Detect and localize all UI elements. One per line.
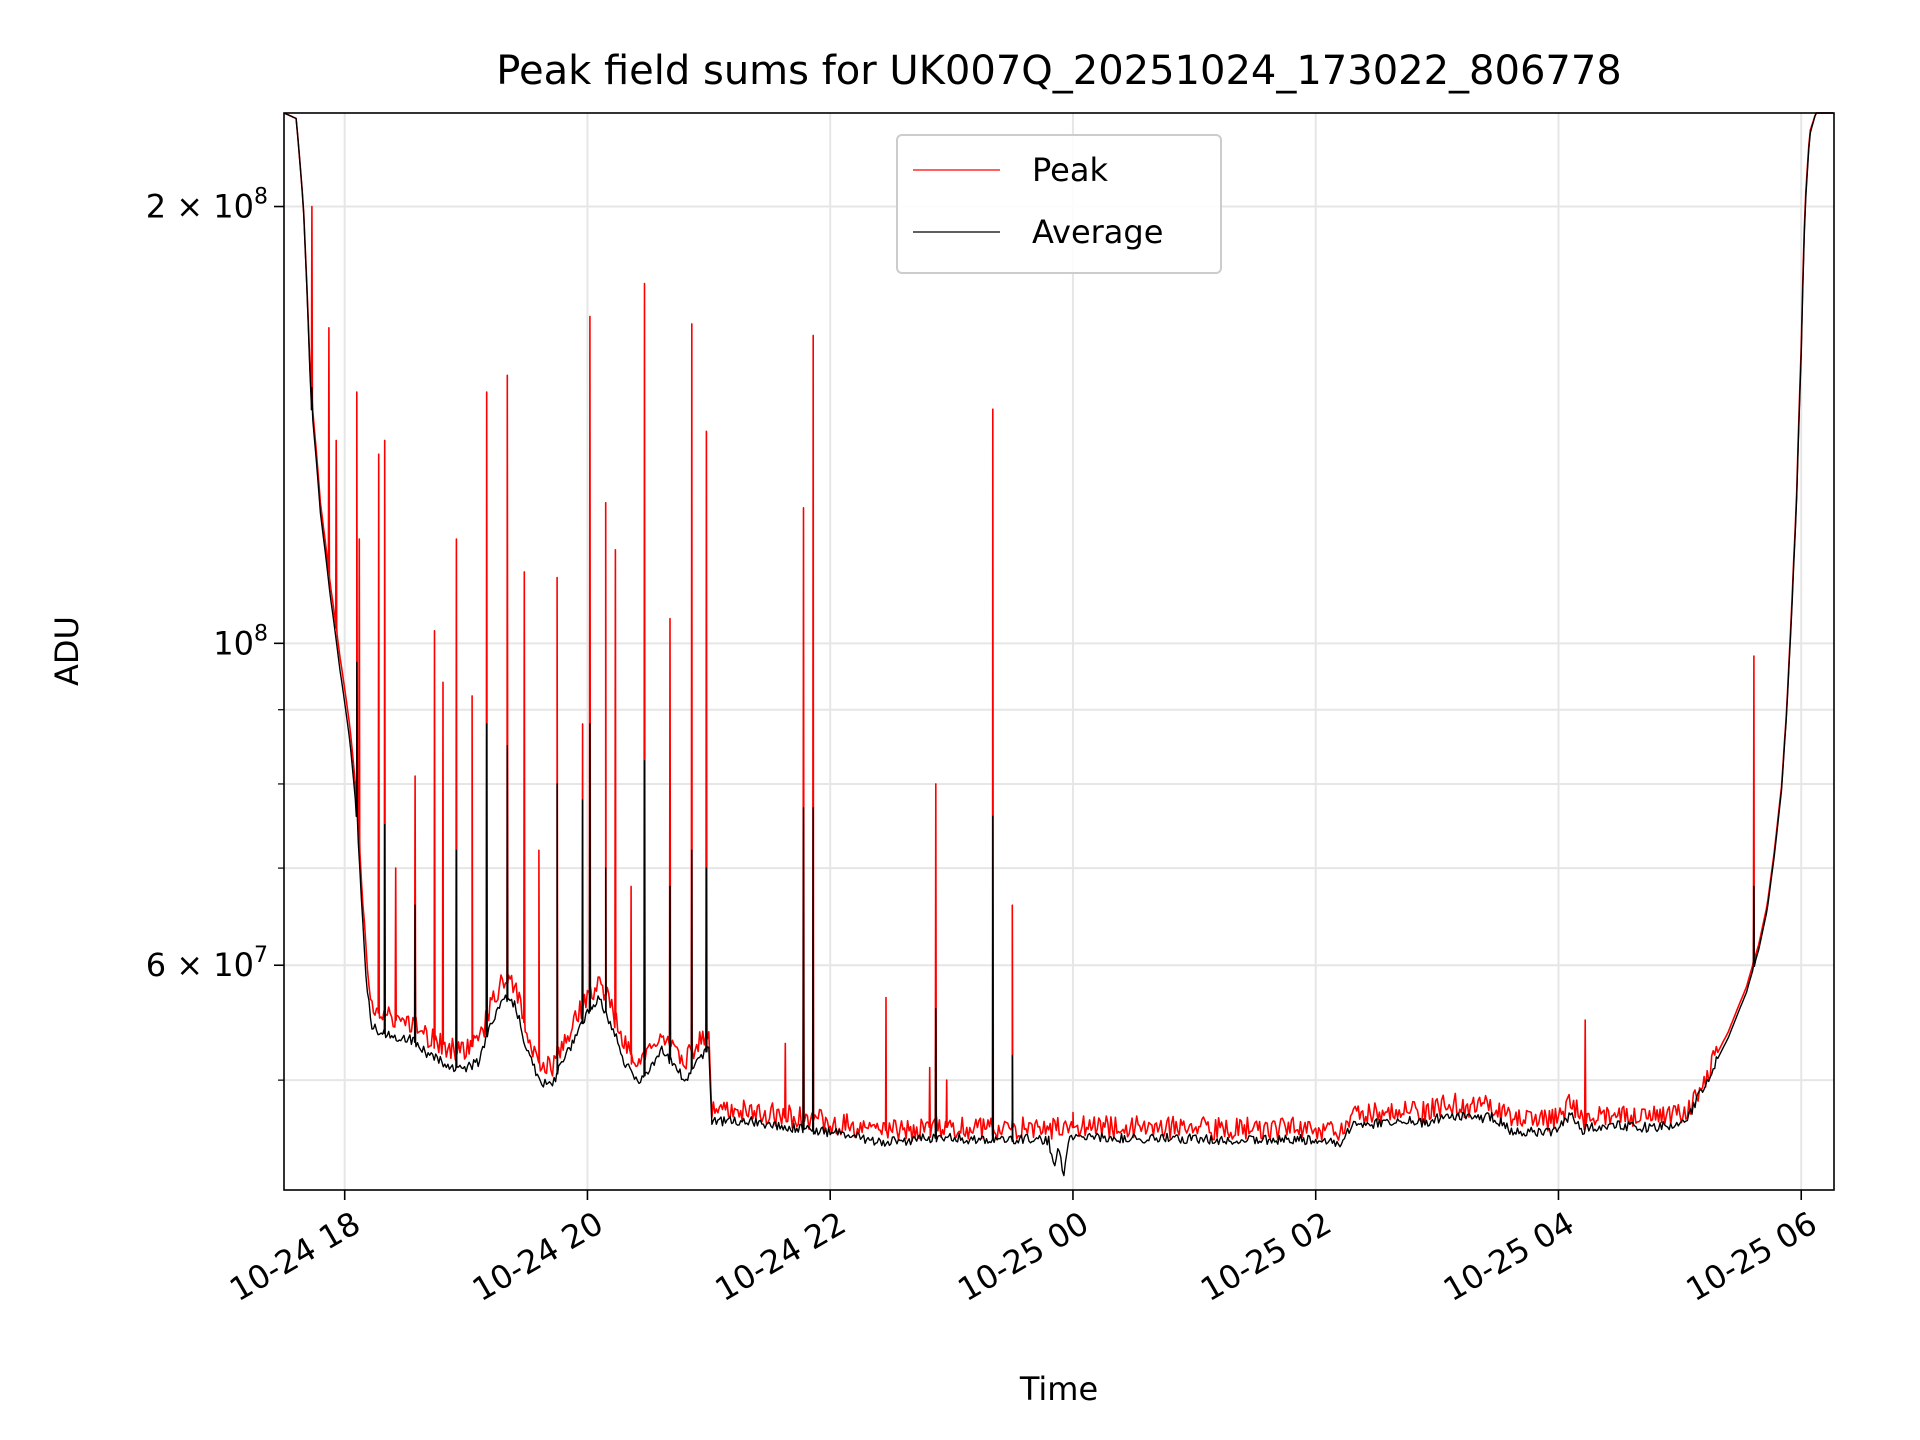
series-layer xyxy=(283,112,1834,1177)
y-axis-label: ADU xyxy=(48,616,86,686)
series-line-average xyxy=(283,112,1834,1177)
chart-title: Peak field sums for UK007Q_20251024_1730… xyxy=(496,48,1621,94)
y-tick-label-1: 108 xyxy=(213,621,268,662)
y-tick-label-2: 2 × 108 xyxy=(146,185,268,226)
legend-label-peak: Peak xyxy=(1032,151,1108,189)
legend-label-average: Average xyxy=(1032,213,1163,251)
y-tick-label-0: 6 × 107 xyxy=(146,943,268,984)
legend: Peak Average xyxy=(896,134,1222,274)
plot-frame xyxy=(283,112,1835,1191)
x-axis-label: Time xyxy=(1019,1370,1098,1408)
